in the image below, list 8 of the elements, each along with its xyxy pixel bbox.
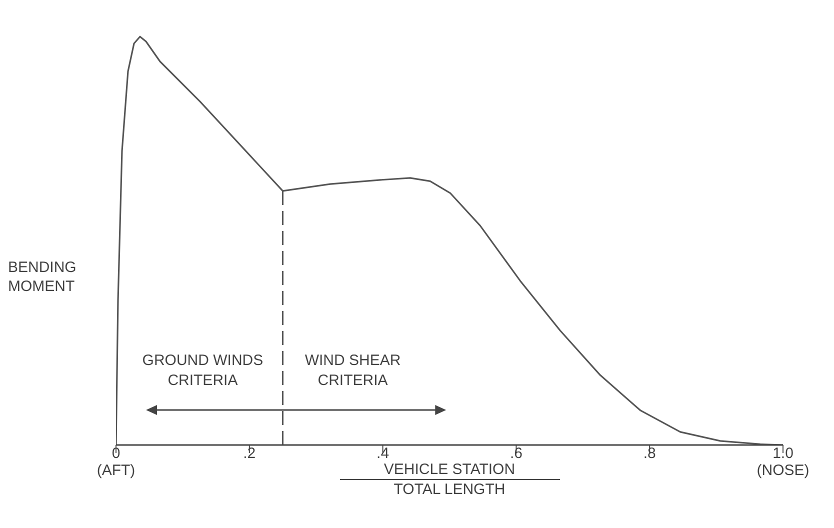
annotation: WIND SHEAR CRITERIA [304,351,402,391]
x-tick-label: .2 [243,445,256,462]
x-tick-label: .4 [376,445,390,462]
x-tick-label: 0 (AFT) [96,445,136,479]
annotation: GROUND WINDS CRITERIA [141,351,264,391]
x-tick-label: 1.0 (NOSE) [756,445,810,479]
x-axis-title: VEHICLE STATION TOTAL LENGTH [382,460,516,499]
y-axis-title: BENDING MOMENT [8,258,76,296]
